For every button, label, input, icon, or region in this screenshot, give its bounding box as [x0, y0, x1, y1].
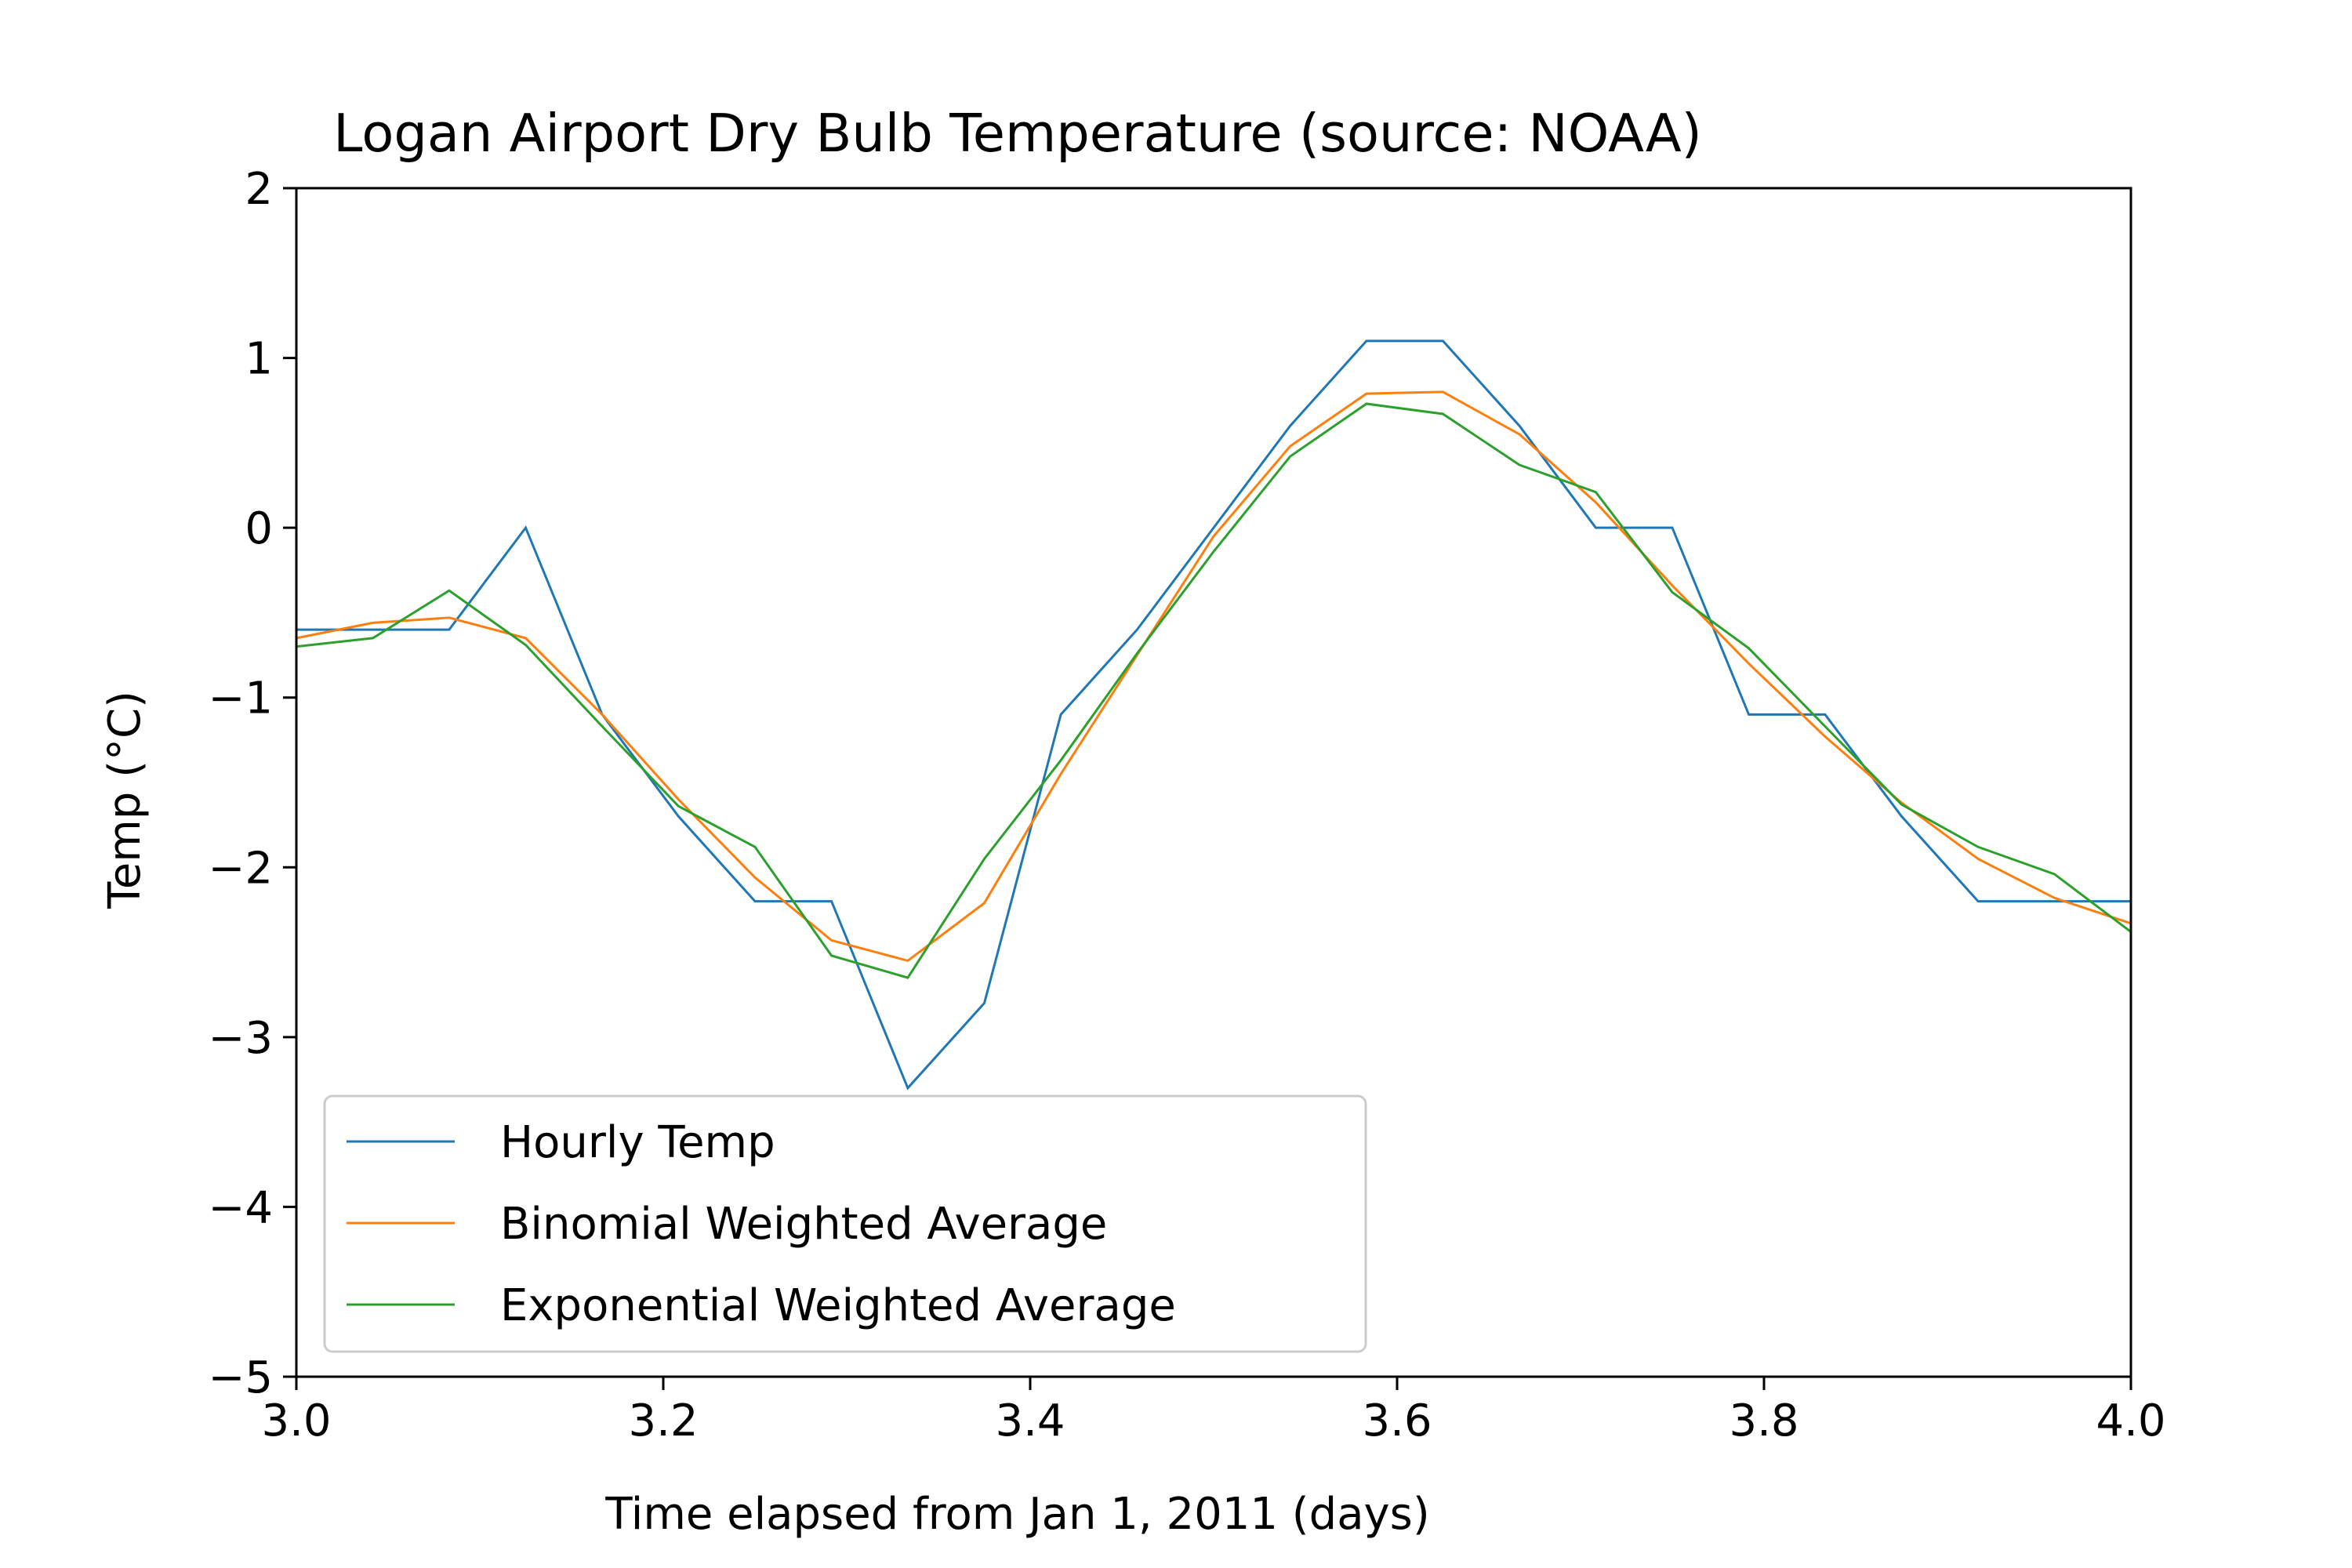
legend-label: Exponential Weighted Average — [500, 1280, 1176, 1331]
legend-box — [323, 1094, 1367, 1353]
series-line-2 — [296, 390, 2132, 963]
y-tick-label: 0 — [245, 503, 273, 554]
x-axis-title: Time elapsed from Jan 1, 2011 (days) — [604, 1489, 1429, 1540]
legend: Hourly Temp Binomial Weighted Average Expo… — [323, 1094, 1367, 1353]
y-tick-label: 2 — [245, 164, 273, 215]
x-tick-label: 3.0 — [261, 1396, 331, 1446]
series-line-3 — [296, 402, 2132, 979]
y-tick-label: −4 — [208, 1182, 273, 1233]
y-tick-label: −1 — [208, 673, 273, 724]
legend-label: Hourly Temp — [500, 1117, 775, 1168]
plot-frame — [295, 187, 2132, 1378]
legend-label: Binomial Weighted Average — [500, 1199, 1107, 1250]
y-tick-label: −2 — [208, 843, 273, 894]
y-tick-label: −3 — [208, 1013, 273, 1064]
x-tick-label: 3.4 — [995, 1396, 1065, 1446]
x-tick-label: 3.2 — [628, 1396, 698, 1446]
y-axis-ticks: 2 1 0 −1 −2 −3 −4 −5 — [208, 164, 296, 1403]
x-tick-label: 4.0 — [2096, 1396, 2165, 1446]
y-tick-label: −5 — [208, 1352, 273, 1403]
x-axis-ticks: 3.0 3.2 3.4 3.6 3.8 4.0 — [261, 1377, 2166, 1446]
y-tick-label: 1 — [245, 334, 273, 385]
plot-area — [296, 339, 2132, 1091]
x-tick-label: 3.8 — [1729, 1396, 1798, 1446]
x-tick-label: 3.6 — [1362, 1396, 1432, 1446]
chart-title: Logan Airport Dry Bulb Temperature (sour… — [333, 103, 1702, 164]
y-axis-title: Temp (°C) — [100, 691, 151, 909]
